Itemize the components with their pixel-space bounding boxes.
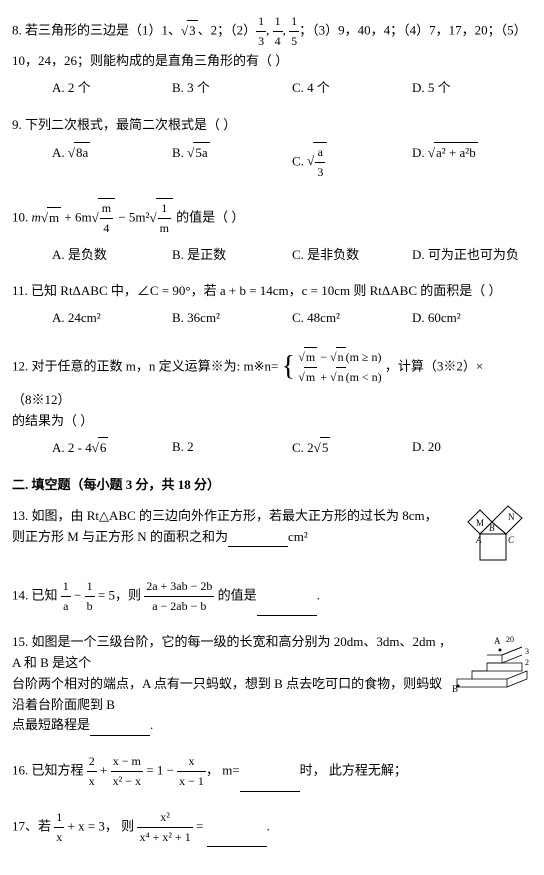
svg-text:C: C (508, 535, 515, 545)
q10-choice-a: A. 是负数 (52, 245, 172, 266)
q10-choices: A. 是负数 B. 是正数 C. 是非负数 D. 可为正也可为负 (12, 245, 532, 266)
q11-choices: A. 24cm² B. 36cm² C. 48cm² D. 60cm² (12, 308, 532, 329)
question-9: 9. 下列二次根式，最简二次根式是（ ） A. 8a B. 5a C. a3 D… (12, 115, 532, 182)
svg-text:M: M (476, 518, 484, 528)
brace-icon: { (282, 351, 295, 382)
q8-frac1: 13 (256, 12, 266, 51)
q8-choice-c: C. 4 个 (292, 78, 412, 99)
question-17: 17、若 1x + x = 3， 则 x²x⁴ + x² + 1 = . (12, 808, 532, 847)
question-16: 16. 已知方程 2x + x − mx² − x = 1 − xx − 1， … (12, 752, 532, 791)
question-15: A B 20 3 2 15. 如图是一个三级台阶，它的每一级的长宽和高分别为 2… (12, 632, 532, 736)
section-2-header: 二. 填空题（每小题 3 分，共 18 分） (12, 475, 532, 496)
q15-figure: A B 20 3 2 (452, 632, 532, 692)
q8-frac3: 15 (289, 12, 299, 51)
q15-line3: 点最短路程是. (12, 715, 532, 736)
q11-choice-b: B. 36cm² (172, 308, 292, 329)
q8-text-a: 8. 若三角形的三边是（1）1、 (12, 23, 181, 38)
q12-choice-a: A. 2 - 46 (52, 437, 172, 459)
svg-text:A: A (475, 535, 482, 545)
q13-figure: M N A B C (462, 506, 532, 561)
q8-choice-a: A. 2 个 (52, 78, 172, 99)
q8-frac2: 14 (273, 12, 283, 51)
question-11: 11. 已知 RtΔABC 中，∠C = 90°，若 a + b = 14cm，… (12, 281, 532, 329)
q8-stem: 8. 若三角形的三边是（1）1、3、2；（2）13, 14, 15；（3）9，4… (12, 12, 532, 51)
q12-stem: 12. 对于任意的正数 m，n 定义运算※为: m※n= { m − n(m ≥… (12, 345, 532, 411)
q9-choices: A. 8a B. 5a C. a3 D. a² + a²b (12, 142, 532, 182)
q9-stem: 9. 下列二次根式，最简二次根式是（ ） (12, 115, 532, 136)
question-8: 8. 若三角形的三边是（1）1、3、2；（2）13, 14, 15；（3）9，4… (12, 12, 532, 99)
q12-choice-c: C. 25 (292, 437, 412, 459)
q11-choice-c: C. 48cm² (292, 308, 412, 329)
q11-stem: 11. 已知 RtΔABC 中，∠C = 90°，若 a + b = 14cm，… (12, 281, 532, 302)
q8-choice-b: B. 3 个 (172, 78, 292, 99)
q8-choice-d: D. 5 个 (412, 78, 532, 99)
svg-text:A: A (494, 636, 501, 646)
q8-line2: 10，24，26；则能构成的是直角三角形的有（ ） (12, 51, 532, 72)
q13-line1: 13. 如图，由 Rt△ABC 的三边向外作正方形，若最大正方形的过长为 8cm… (12, 506, 532, 527)
question-12: 12. 对于任意的正数 m，n 定义运算※为: m※n= { m − n(m ≥… (12, 345, 532, 459)
q9-choice-a: A. 8a (52, 142, 172, 182)
svg-text:20: 20 (506, 635, 514, 644)
blank-input[interactable] (90, 721, 150, 736)
q8-sqrt3: 3 (187, 20, 198, 42)
q12-choices: A. 2 - 46 B. 2 C. 25 D. 20 (12, 437, 532, 459)
q8-choices: A. 2 个 B. 3 个 C. 4 个 D. 5 个 (12, 78, 532, 99)
blank-input[interactable] (207, 832, 267, 847)
question-10: 10. mm + 6mm4 − 5m²1m 的值是（ ） A. 是负数 B. 是… (12, 198, 532, 265)
q11-choice-a: A. 24cm² (52, 308, 172, 329)
q12-line2: 的结果为（ ） (12, 411, 532, 432)
q9-choice-c: C. a3 (292, 142, 412, 182)
svg-text:3: 3 (525, 647, 529, 656)
question-14: 14. 已知 1a − 1b = 5，则 2a + 3ab − 2ba − 2a… (12, 577, 532, 616)
q13-line2: 则正方形 M 与正方形 N 的面积之和为cm² (12, 527, 532, 548)
svg-text:N: N (508, 512, 515, 522)
q10-stem: 10. mm + 6mm4 − 5m²1m 的值是（ ） (12, 198, 532, 238)
q12-choice-b: B. 2 (172, 437, 292, 459)
blank-input[interactable] (240, 777, 300, 792)
q9-choice-d: D. a² + a²b (412, 142, 532, 182)
blank-input[interactable] (257, 601, 317, 616)
q8-text-b: 、2；（2） (198, 23, 257, 38)
q9-choice-b: B. 5a (172, 142, 292, 182)
q10-choice-c: C. 是非负数 (292, 245, 412, 266)
q10-choice-b: B. 是正数 (172, 245, 292, 266)
question-13: M N A B C 13. 如图，由 Rt△ABC 的三边向外作正方形，若最大正… (12, 506, 532, 561)
q10-choice-d: D. 可为正也可为负 (412, 245, 532, 266)
q11-choice-d: D. 60cm² (412, 308, 532, 329)
q8-text-c: ；（3）9，40，4；（4）7，17，20；（5） (299, 23, 527, 38)
blank-input[interactable] (228, 532, 288, 547)
q12-choice-d: D. 20 (412, 437, 532, 459)
svg-text:B: B (489, 523, 495, 533)
svg-text:2: 2 (525, 658, 529, 667)
